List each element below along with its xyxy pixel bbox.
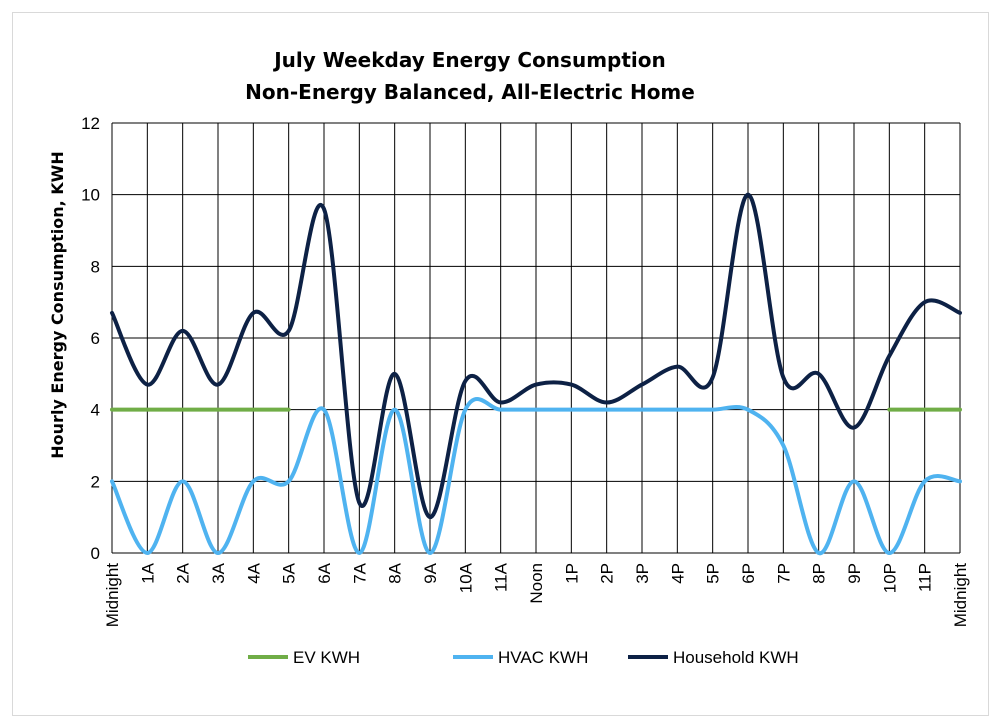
legend-label-ev-kwh: EV KWH	[293, 648, 360, 667]
x-tick-label: 2P	[598, 563, 617, 584]
x-tick-label: 7A	[350, 562, 369, 583]
y-axis-ticks: 0 2 4 6 8 10 12	[81, 114, 100, 563]
x-tick-label: 2A	[174, 562, 193, 583]
x-tick-label: 3P	[633, 563, 652, 584]
x-tick-label: 1A	[138, 562, 157, 583]
x-tick-label: 9P	[845, 563, 864, 584]
series-lines	[110, 192, 962, 556]
y-tick-label: 6	[91, 329, 100, 348]
y-tick-label: 8	[91, 257, 100, 276]
x-tick-label: Midnight	[951, 563, 970, 628]
x-tick-label: 5A	[280, 562, 299, 583]
series-line-hvac-kwh	[110, 397, 962, 556]
x-tick-label: Noon	[527, 563, 546, 604]
x-tick-label: 8A	[386, 562, 405, 583]
y-tick-label: 2	[91, 472, 100, 491]
x-tick-label: 11P	[916, 563, 935, 592]
y-tick-label: 0	[91, 544, 100, 563]
x-tick-label: 7P	[774, 563, 793, 584]
legend-label-household-kwh: Household KWH	[673, 648, 799, 667]
y-tick-label: 4	[91, 401, 100, 420]
y-tick-label: 10	[81, 186, 100, 205]
legend: EV KWH HVAC KWH Household KWH	[248, 648, 799, 667]
x-tick-label: 6P	[739, 563, 758, 584]
x-tick-label: 5P	[704, 563, 723, 584]
chart-title: July Weekday Energy Consumption	[274, 48, 666, 72]
x-tick-label: 9A	[421, 562, 440, 583]
y-tick-label: 12	[81, 114, 100, 133]
y-axis-label: Hourly Energy Consumption, KWH	[48, 151, 67, 458]
x-tick-label: 6A	[315, 562, 334, 583]
x-tick-label: 1P	[562, 563, 581, 584]
x-tick-label: 10P	[880, 563, 899, 593]
x-tick-label: 3A	[209, 562, 228, 583]
x-tick-label: Midnight	[103, 563, 122, 628]
x-tick-label: 4A	[244, 562, 263, 583]
legend-label-hvac-kwh: HVAC KWH	[498, 648, 588, 667]
series-line-household-kwh	[110, 192, 962, 520]
x-tick-label: 8P	[810, 563, 829, 584]
x-axis-ticks: Midnight 1A 2A 3A 4A 5A 6A 7A 8A 9A 10A 11A Noon 1P 2P…	[103, 562, 970, 627]
x-tick-label: 11A	[492, 562, 511, 592]
x-tick-label: 4P	[668, 563, 687, 584]
x-tick-label: 10A	[456, 562, 475, 593]
chart-subtitle: Non-Energy Balanced, All-Electric Home	[245, 80, 695, 104]
